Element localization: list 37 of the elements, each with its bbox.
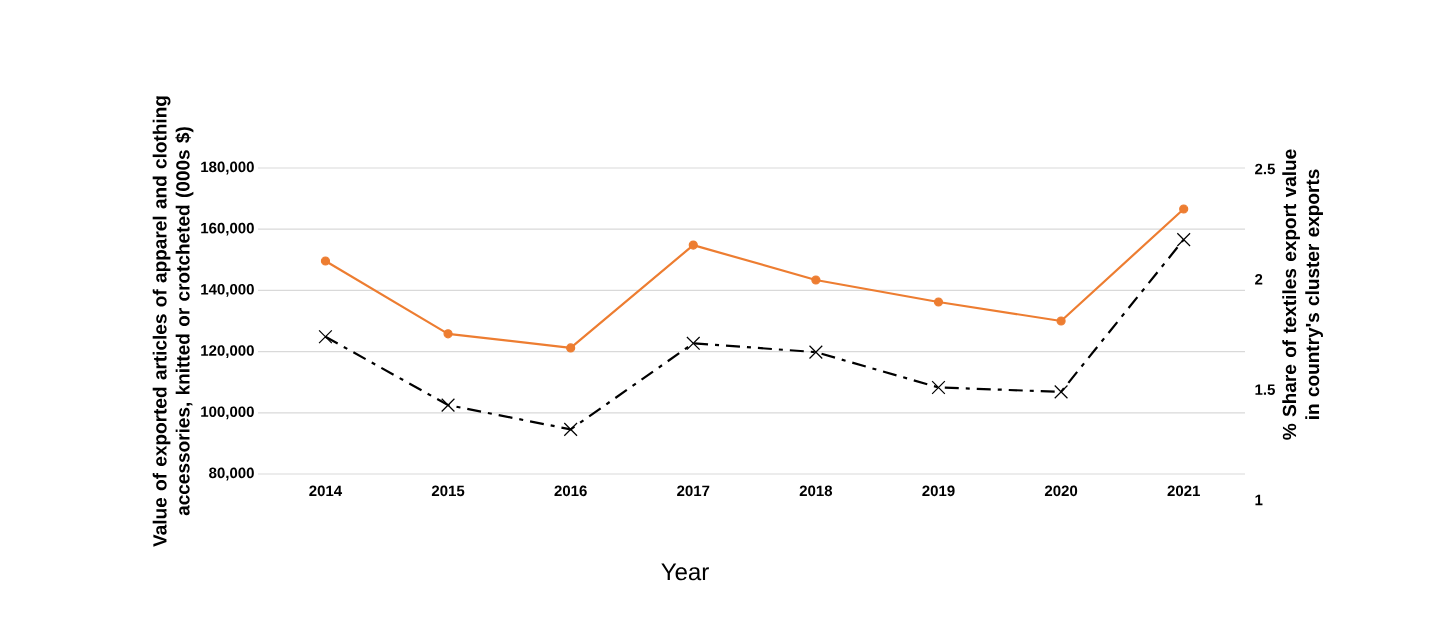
y-tick-label: 140,000 <box>201 283 254 297</box>
x-tick-label: 2015 <box>431 485 465 497</box>
y2-tick-label: 1 <box>1255 494 1263 506</box>
point <box>320 256 331 266</box>
x-tick-label: 2021 <box>1167 485 1200 497</box>
y2-tick-label: 1.5 <box>1255 384 1275 395</box>
point <box>811 275 821 285</box>
point <box>563 422 578 437</box>
point <box>1179 204 1189 214</box>
x-tick-label: 2018 <box>799 485 833 497</box>
point <box>441 398 456 413</box>
point <box>686 336 701 351</box>
y-tick-label: 100,000 <box>201 406 254 420</box>
x-tick-label: 2020 <box>1044 485 1078 497</box>
point <box>566 343 576 353</box>
point <box>1054 384 1069 399</box>
point <box>318 329 333 344</box>
point <box>933 297 944 307</box>
y2-tick-label: 2.5 <box>1255 163 1275 175</box>
point <box>1176 232 1191 247</box>
point <box>1056 316 1066 326</box>
y2-tick-label: 2 <box>1255 274 1263 285</box>
y-axis-title: Value of exported articles of apparel and clothing accessories, knitted or crotcheted (000s $) <box>152 96 194 547</box>
point <box>688 240 698 250</box>
y2-axis-title: % Share of textiles export value in country's cluster exports <box>1282 149 1323 440</box>
y-tick-label: 120,000 <box>201 345 254 358</box>
x-tick-label: 2014 <box>309 485 343 497</box>
x-axis-title: Year <box>661 563 709 581</box>
point <box>443 329 453 339</box>
x-tick-label: 2019 <box>922 485 955 497</box>
x-tick-label: 2016 <box>554 485 587 497</box>
y-tick-label: 160,000 <box>201 222 254 236</box>
y-tick-label: 80,000 <box>209 467 254 481</box>
point <box>931 380 946 395</box>
y-tick-label: 180,000 <box>201 161 254 175</box>
x-tick-label: 2017 <box>677 485 710 497</box>
point <box>808 345 823 360</box>
